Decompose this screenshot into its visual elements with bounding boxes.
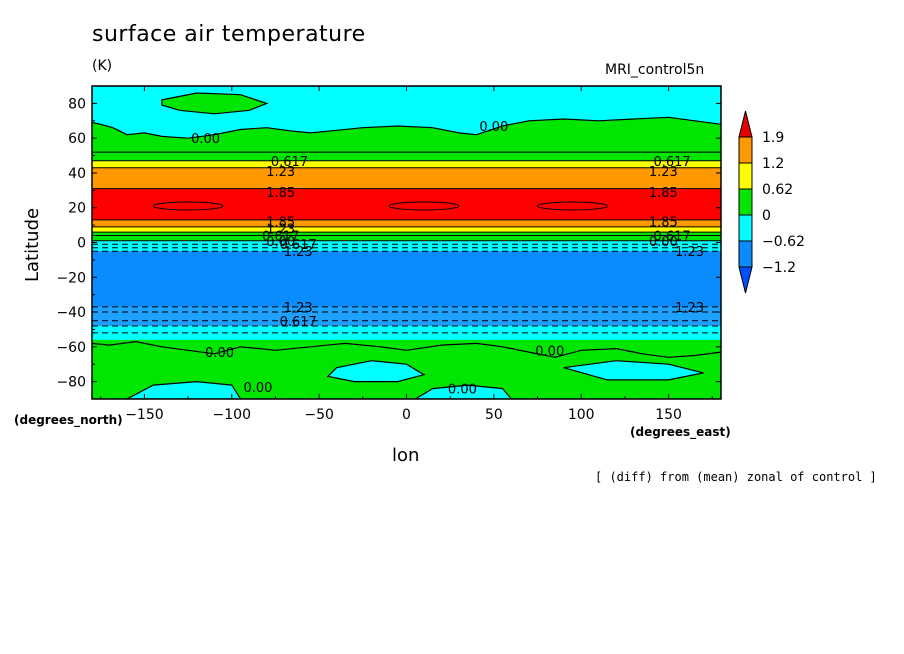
contour-label-8: 1.85 <box>266 216 295 231</box>
contour-label-14: 0.00 <box>649 235 678 250</box>
contour-label-13: 0.00 <box>266 235 295 250</box>
red-band-ellipse-2 <box>537 201 608 211</box>
contour-label-1: 0.00 <box>479 120 508 135</box>
y-tick-label-6: −40 <box>56 305 86 321</box>
y-tick-label-3: 20 <box>68 201 86 217</box>
run-label: MRI_control5n <box>605 62 705 78</box>
contour-label-5: 1.23 <box>649 165 678 180</box>
colorbar-segment-1 <box>738 136 753 164</box>
y-tick-label-0: 80 <box>68 96 86 112</box>
contour-label-18: 1.23 <box>284 301 313 316</box>
colorbar-label-5: −1.2 <box>762 260 796 276</box>
x-axis-title: lon <box>392 445 420 466</box>
y-tick-label-5: −20 <box>56 270 86 286</box>
y-tick-label-4: 0 <box>77 236 86 252</box>
contour-label-16: 1.23 <box>284 245 313 260</box>
x-tick-label-3: 0 <box>402 407 411 423</box>
band-6 <box>92 226 721 233</box>
contour-label-19: 1.23 <box>675 301 704 316</box>
colorbar-segment-3 <box>738 188 753 216</box>
colorbar-label-2: 0.62 <box>762 182 793 198</box>
south-blue-strip <box>92 320 721 326</box>
y-tick-label-8: −80 <box>56 375 86 391</box>
colorbar-segment-4 <box>738 214 753 242</box>
colorbar-segment-2 <box>738 162 753 190</box>
band-9 <box>92 251 721 308</box>
colorbar-segment-5 <box>738 240 753 268</box>
colorbar-top-arrow <box>738 110 753 138</box>
units-label: (K) <box>92 58 113 74</box>
contour-label-20: 0.617 <box>280 315 317 330</box>
south-cyan-pocket-2 <box>126 380 242 399</box>
x-axis-ticks: −150 −100 −50 0 50 100 150 <box>100 86 713 423</box>
colorbar: 1.9 1.2 0.62 0 −0.62 −1.2 <box>738 110 805 294</box>
contour-label-9: 1.85 <box>649 216 678 231</box>
contour-label-22: 0.00 <box>535 344 564 359</box>
contour-label-11: 0.617 <box>262 230 299 245</box>
y-tick-label-2: 40 <box>68 166 86 182</box>
y-tick-label-7: −60 <box>56 340 86 356</box>
red-band-ellipse-1 <box>388 201 460 211</box>
contour-label-7: 1.85 <box>649 186 678 201</box>
colorbar-label-0: 1.9 <box>762 130 784 146</box>
x-unit-label: (degrees_east) <box>630 425 731 439</box>
y-unit-label: (degrees_north) <box>14 413 123 427</box>
band-3 <box>92 167 721 190</box>
x-tick-label-4: 50 <box>485 407 503 423</box>
contour-label-15: 0.617 <box>280 238 317 253</box>
colorbar-label-4: −0.62 <box>762 234 805 250</box>
colorbar-label-1: 1.2 <box>762 156 784 172</box>
contour-label-23: 0.00 <box>244 381 273 396</box>
band-1 <box>92 152 721 162</box>
x-tick-label-5: 100 <box>568 407 595 423</box>
contour-label-12: 0.617 <box>653 230 690 245</box>
band-2 <box>92 160 721 169</box>
contour-label-6: 1.85 <box>266 186 295 201</box>
south-cyan-pocket-1 <box>326 360 426 383</box>
contour-label-2: 0.617 <box>271 155 308 170</box>
band-8 <box>92 240 721 252</box>
north-green-island <box>161 92 269 115</box>
diff-note: [ (diff) from (mean) zonal of control ] <box>595 470 877 484</box>
contour-label-10: 1.23 <box>266 223 295 238</box>
contour-label-17: 1.23 <box>675 245 704 260</box>
band-7 <box>92 232 721 242</box>
y-tick-label-1: 60 <box>68 131 86 147</box>
y-axis-ticks: 80 60 40 20 0 −20 −40 −60 −80 <box>56 85 721 400</box>
contour-label-0: 0.00 <box>191 132 220 147</box>
contour-label-3: 0.617 <box>653 155 690 170</box>
colorbar-label-3: 0 <box>762 208 771 224</box>
colorbar-bottom-arrow <box>738 266 753 294</box>
red-band-ellipse-0 <box>152 201 224 211</box>
chart-title: surface air temperature <box>92 22 366 47</box>
x-tick-label-2: −50 <box>304 407 334 423</box>
south-cyan-pocket-3 <box>563 360 704 381</box>
x-tick-label-1: −100 <box>213 407 251 423</box>
contour-label-4: 1.23 <box>266 165 295 180</box>
x-tick-label-0: −150 <box>125 407 163 423</box>
x-tick-label-6: 150 <box>655 407 682 423</box>
south-cyan-pocket-4 <box>414 384 513 399</box>
contour-label-21: 0.00 <box>205 346 234 361</box>
contour-lines <box>92 151 721 334</box>
contour-blobs <box>92 86 721 399</box>
contour-label-24: 0.00 <box>448 383 477 398</box>
band-5 <box>92 219 721 228</box>
band-4 <box>92 188 721 221</box>
